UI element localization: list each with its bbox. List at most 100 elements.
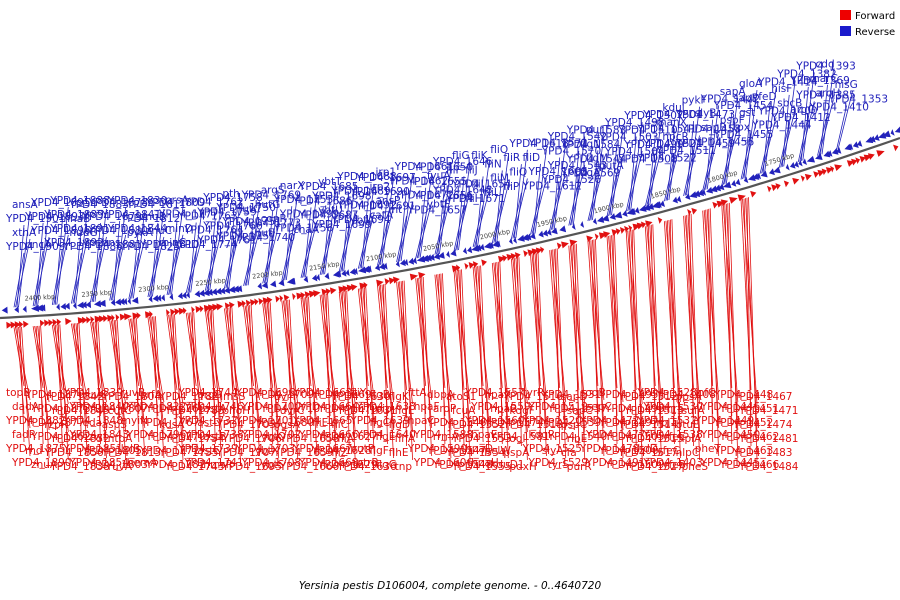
reverse-leader-line bbox=[74, 224, 82, 304]
forward-gene-label: YPD4_1701 bbox=[235, 415, 295, 427]
scale-tick-label: 2350 kbp bbox=[81, 288, 112, 298]
forward-feature-arrow bbox=[52, 318, 58, 326]
forward-gene-label: putP bbox=[350, 443, 374, 455]
reverse-gene-label: YPD4_1756 bbox=[273, 223, 334, 235]
forward-gene-label: YPD4_1450 bbox=[700, 429, 760, 441]
forward-gene-label: YPD4_1462 bbox=[719, 431, 779, 443]
reverse-gene-label: YPD4_1511 bbox=[655, 145, 715, 157]
forward-gene-label: YPD4_1631 bbox=[336, 405, 396, 417]
forward-feature-arrow bbox=[65, 317, 72, 325]
reverse-leader-line bbox=[132, 210, 146, 299]
forward-feature-arrow bbox=[149, 310, 153, 318]
reverse-leader-line bbox=[836, 105, 847, 150]
forward-gene-label: kdgR bbox=[529, 429, 556, 441]
forward-feature-arrow bbox=[258, 297, 264, 305]
reverse-leader-line bbox=[305, 193, 318, 278]
forward-leader-line bbox=[231, 307, 241, 461]
reverse-feature-arrow bbox=[81, 301, 87, 309]
reverse-gene-label: chaA bbox=[293, 224, 320, 236]
forward-gene-label: YPD4_1706 bbox=[221, 433, 282, 445]
reverse-feature-arrow bbox=[77, 301, 84, 309]
reverse-feature-arrow bbox=[559, 225, 567, 233]
legend: Forward Reverse bbox=[840, 10, 895, 38]
forward-feature-arrow bbox=[6, 321, 13, 329]
reverse-gene-label: gloA bbox=[739, 78, 763, 90]
forward-feature-arrow bbox=[182, 307, 187, 315]
reverse-feature-arrow bbox=[303, 275, 309, 283]
reverse-gene-label: hutI bbox=[255, 227, 276, 239]
forward-gene-label: cfa bbox=[561, 447, 577, 459]
reverse-leader-line bbox=[800, 86, 809, 161]
forward-feature-arrow bbox=[136, 312, 141, 320]
reverse-leader-line bbox=[686, 121, 694, 196]
forward-gene-label: tyrR bbox=[523, 387, 545, 399]
forward-gene-label: ruvB bbox=[121, 387, 145, 399]
reverse-feature-arrow bbox=[894, 126, 900, 134]
reverse-feature-arrow bbox=[433, 252, 441, 260]
forward-gene-label: slyA bbox=[542, 445, 565, 457]
forward-feature-arrow bbox=[237, 300, 245, 308]
reverse-gene-label: YPD4_1473 bbox=[675, 109, 735, 121]
forward-leader-line bbox=[442, 273, 452, 459]
reverse-feature-arrow bbox=[869, 135, 876, 143]
reverse-leader-line bbox=[228, 199, 241, 288]
forward-feature-arrow bbox=[645, 220, 653, 228]
reverse-leader-line bbox=[762, 102, 771, 173]
forward-feature-arrow bbox=[18, 320, 24, 328]
forward-feature-arrow bbox=[750, 190, 757, 198]
forward-feature-arrow bbox=[56, 318, 62, 326]
reverse-gene-label: YPD4_1583 bbox=[566, 125, 626, 137]
reverse-gene-label: YPD4_1777 bbox=[158, 209, 218, 221]
reverse-feature-arrow bbox=[672, 196, 679, 204]
forward-gene-label: YPD4_1474 bbox=[732, 419, 793, 431]
reverse-gene-label: int bbox=[389, 204, 403, 216]
forward-gene-label: YPD4_1743 bbox=[164, 461, 224, 473]
forward-gene-label: uvrY bbox=[274, 391, 298, 403]
forward-leader-line bbox=[59, 324, 69, 461]
reverse-gene-label: minC bbox=[159, 237, 186, 249]
forward-gene-label: YPD4_1700 bbox=[241, 401, 301, 413]
reverse-feature-arrow bbox=[420, 254, 430, 262]
forward-gene-label: YPD4_1466 bbox=[719, 459, 780, 471]
forward-feature-arrow bbox=[481, 259, 487, 267]
reverse-feature-arrow bbox=[550, 227, 558, 235]
reverse-feature-arrow bbox=[232, 285, 240, 293]
forward-gene-label: YPD4_1514 bbox=[617, 419, 678, 431]
reverse-feature-arrow bbox=[890, 129, 895, 136]
forward-feature-arrow bbox=[510, 253, 517, 260]
forward-gene-label: YPD4_1481 bbox=[738, 433, 798, 445]
forward-gene-label: YPD4_1873 bbox=[30, 403, 90, 415]
forward-gene-label: YPD4_1512 bbox=[617, 391, 677, 403]
reverse-gene-label: fliL bbox=[484, 187, 500, 199]
forward-gene-label: fliY bbox=[350, 387, 367, 399]
reverse-gene-label: sapA bbox=[720, 86, 747, 98]
reverse-gene-label: YPD4_1542 bbox=[547, 131, 607, 143]
reverse-leader-line bbox=[514, 164, 522, 239]
forward-leader-line bbox=[308, 296, 318, 457]
reverse-feature-arrow bbox=[286, 277, 295, 285]
reverse-gene-label: YPD4_1760 bbox=[202, 221, 262, 233]
reverse-feature-arrow bbox=[64, 302, 70, 310]
forward-leader-line bbox=[365, 287, 375, 457]
forward-gene-label: YPD4_1696 bbox=[235, 387, 296, 399]
forward-feature-arrow bbox=[392, 276, 400, 284]
reverse-gene-label: YPD4_1809 bbox=[145, 197, 205, 209]
forward-gene-label: phoH bbox=[222, 405, 250, 417]
reverse-gene-label: YPD4_1543 bbox=[547, 160, 607, 172]
forward-gene-label: YPD4_1739 bbox=[177, 443, 237, 455]
forward-feature-arrow bbox=[472, 261, 479, 269]
reverse-feature-arrow bbox=[72, 302, 77, 310]
forward-gene-label: YPD4_1890 bbox=[11, 457, 71, 469]
forward-feature-arrow bbox=[561, 241, 569, 249]
forward-gene-label: myiN bbox=[121, 415, 148, 427]
forward-gene-label: YPD4_1680 bbox=[254, 417, 314, 429]
forward-gene-label: sapD bbox=[561, 391, 588, 403]
reverse-feature-arrow bbox=[471, 244, 480, 252]
reverse-gene-label: YPD4_1893 bbox=[24, 211, 84, 223]
reverse-feature-arrow bbox=[119, 298, 125, 306]
reverse-feature-arrow bbox=[852, 141, 859, 148]
forward-leader-line bbox=[555, 248, 561, 445]
forward-gene-label: YPD4_1659 bbox=[273, 447, 333, 459]
reverse-gene-label: nudG bbox=[69, 227, 97, 239]
reverse-gene-label: YPD4_1541 bbox=[636, 124, 696, 136]
